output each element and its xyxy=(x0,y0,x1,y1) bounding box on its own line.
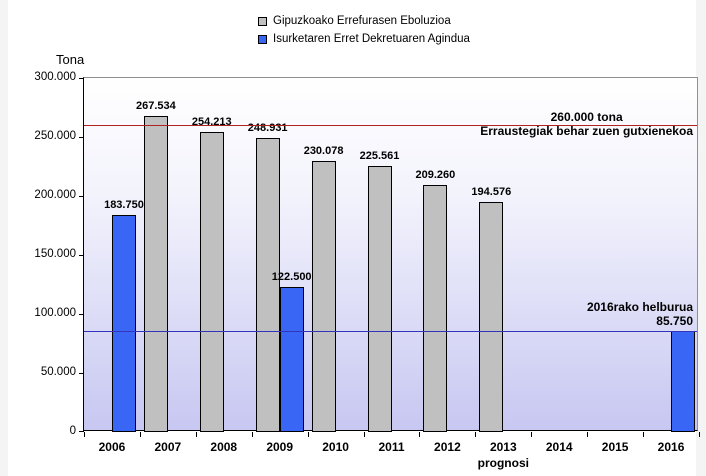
blue-target-annotation: 2016rako helburua 85.750 xyxy=(587,300,693,328)
y-axis-tick-label: 0 xyxy=(69,425,76,437)
bar-value-label: 183.750 xyxy=(104,199,144,211)
x-axis-tick xyxy=(308,432,309,437)
blue-series-bar-2016 xyxy=(671,331,696,432)
y-axis-tick-label: 100.000 xyxy=(34,307,76,319)
legend-label: Gipuzkoako Errefurasen Eboluzioa xyxy=(273,15,451,27)
x-axis-sub-label-prognosi: prognosi xyxy=(477,456,529,470)
x-axis-category-label: 2013 xyxy=(489,440,517,454)
x-axis-category-label: 2014 xyxy=(545,440,573,454)
plot-area: 300.000 250.000 200.000 150.000 100.000 50.00… xyxy=(34,71,700,470)
blue-series-swatch-icon xyxy=(258,34,267,44)
chart-canvas: Gipuzkoako Errefurasen Eboluzioa Isurket… xyxy=(8,0,700,476)
gray-series-bar-2009 xyxy=(255,138,280,432)
gray-series-bar-2008 xyxy=(199,132,224,432)
y-axis-tick xyxy=(79,78,84,79)
gray-series-bar-2011 xyxy=(367,166,392,432)
y-axis-tick-label: 50.000 xyxy=(40,366,76,378)
y-axis-tick-label: 300.000 xyxy=(34,71,76,83)
bar-value-label: 122.500 xyxy=(271,271,312,283)
x-axis-category-label: 2008 xyxy=(210,440,238,454)
x-axis-category-label: 2006 xyxy=(98,440,126,454)
x-axis-tick xyxy=(419,432,420,437)
x-axis-category-label: 2011 xyxy=(378,440,405,454)
legend-item-gray-series: Gipuzkoako Errefurasen Eboluzioa xyxy=(258,12,470,30)
gray-series-bar-2007 xyxy=(143,116,168,432)
ref-label-line: 260.000 tona xyxy=(550,110,623,124)
x-axis-tick xyxy=(475,432,476,437)
ref-label-line: 2016rako helburua xyxy=(586,300,693,314)
y-axis-tick xyxy=(79,196,84,197)
legend-label: Isurketaren Erret Dekretuaren Agindua xyxy=(273,33,470,45)
red-reference-line xyxy=(84,125,697,126)
bar-value-label: 230.078 xyxy=(303,145,344,157)
x-axis-tick xyxy=(252,432,253,437)
blue-target-line xyxy=(84,331,697,332)
x-axis-tick xyxy=(531,432,532,437)
blue-series-bar-2006 xyxy=(111,215,136,432)
ref-label-line: 85.750 xyxy=(656,314,693,328)
legend: Gipuzkoako Errefurasen Eboluzioa Isurket… xyxy=(258,12,470,48)
x-axis-category-label: 2015 xyxy=(601,440,629,454)
blue-series-bar-2009 xyxy=(279,287,304,432)
y-axis-tick xyxy=(79,431,84,432)
x-axis-tick xyxy=(587,432,588,437)
x-axis-tick xyxy=(364,432,365,437)
red-line-annotation: 260.000 tona Erraustegiak behar zuen gutx… xyxy=(480,110,693,138)
x-axis-tick xyxy=(84,432,85,437)
y-axis-tick-label: 150.000 xyxy=(34,248,76,260)
ref-label-line: Erraustegiak behar zuen gutxienekoa xyxy=(480,124,693,138)
bar-value-label: 225.561 xyxy=(359,150,400,162)
legend-item-blue-series: Isurketaren Erret Dekretuaren Agindua xyxy=(258,30,470,48)
y-axis-tick-label: 250.000 xyxy=(34,130,76,142)
gray-series-bar-2010 xyxy=(311,161,336,432)
x-axis-category-label: 2016 xyxy=(657,440,685,454)
bar-value-label: 194.576 xyxy=(471,186,512,198)
gray-series-bar-2012 xyxy=(423,185,448,432)
x-axis-tick xyxy=(196,432,197,437)
gray-series-bar-2013 xyxy=(479,202,504,432)
bar-value-label: 209.260 xyxy=(415,169,456,181)
bar-value-label: 254.213 xyxy=(191,116,232,128)
bar-value-label: 248.931 xyxy=(247,122,288,134)
bar-value-label: 267.534 xyxy=(135,100,176,112)
x-axis-tick xyxy=(140,432,141,437)
x-axis-category-label: 2007 xyxy=(154,440,182,454)
x-axis-tick xyxy=(643,432,644,437)
x-axis-category-label: 2012 xyxy=(434,440,461,454)
y-axis-tick-label: 200.000 xyxy=(34,189,76,201)
y-axis-tick xyxy=(79,137,84,138)
x-axis-category-label: 2009 xyxy=(266,440,294,454)
y-axis-tick xyxy=(79,314,84,315)
y-axis-tick xyxy=(79,373,84,374)
x-axis-category-label: 2010 xyxy=(322,440,349,454)
y-axis-tick xyxy=(79,255,84,256)
y-axis-unit-label: Tona xyxy=(56,52,85,67)
x-axis-tick xyxy=(699,432,700,437)
gray-series-swatch-icon xyxy=(258,16,267,26)
